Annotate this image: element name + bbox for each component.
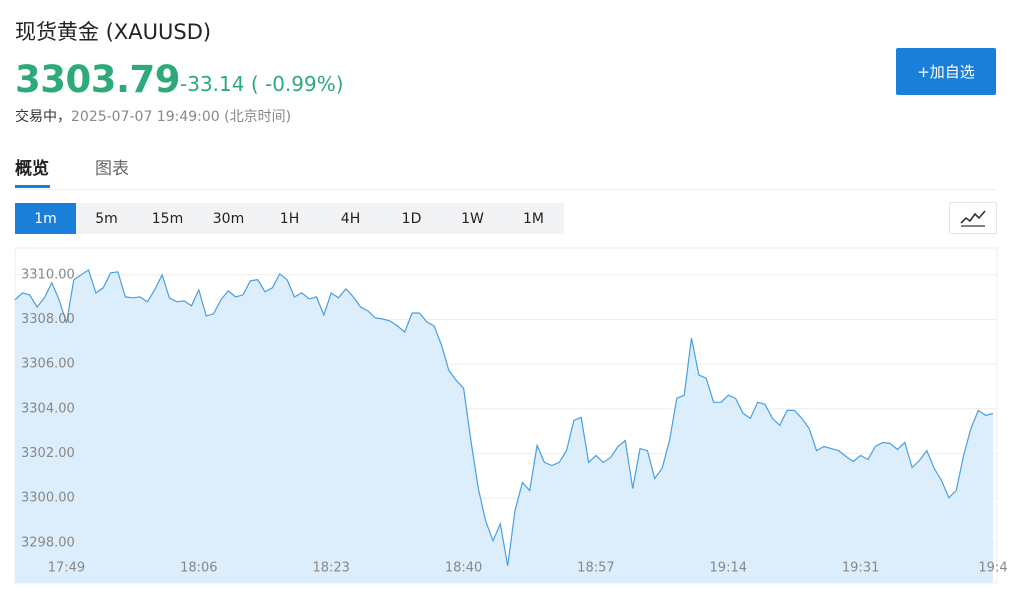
x-tick-label: 19:14 <box>710 561 747 576</box>
tab[interactable]: 图表 <box>95 159 129 179</box>
range-button[interactable]: 30m <box>212 210 245 227</box>
active-tab-indicator <box>15 185 50 188</box>
price: 3303.79 <box>15 58 181 101</box>
chart-type-button[interactable] <box>949 202 997 234</box>
add-watchlist-button[interactable]: +加自选 <box>896 48 996 95</box>
x-tick-label: 17:49 <box>48 561 85 576</box>
y-tick-label: 3310.00 <box>21 267 75 282</box>
range-button[interactable]: 1D <box>401 210 422 227</box>
range-button[interactable]: 1m <box>15 203 76 234</box>
price-change: -33.14 ( -0.99%) <box>180 72 344 96</box>
range-button[interactable]: 1H <box>279 210 300 227</box>
y-tick-label: 3304.00 <box>21 401 75 416</box>
range-button[interactable]: 1M <box>523 210 544 227</box>
divider <box>15 189 996 190</box>
tab[interactable]: 概览 <box>15 159 49 179</box>
area <box>15 269 993 583</box>
y-tick-label: 3306.00 <box>21 357 75 372</box>
trading-status: 交易中， <box>15 109 71 125</box>
y-tick-label: 3308.00 <box>21 312 75 327</box>
x-tick-label: 18:23 <box>312 561 349 576</box>
x-tick-label: 18:06 <box>180 561 217 576</box>
status-line: 交易中，2025-07-07 19:49:00 (北京时间) <box>15 106 291 126</box>
range-button[interactable]: 15m <box>151 210 184 227</box>
range-button[interactable]: 5m <box>95 210 118 227</box>
y-tick-label: 3300.00 <box>21 491 75 506</box>
x-tick-label: 18:40 <box>445 561 482 576</box>
x-tick-label: 18:57 <box>577 561 614 576</box>
x-tick-label: 19:4 <box>978 561 1007 576</box>
line-chart-icon <box>960 210 986 227</box>
timezone: (北京时间) <box>224 109 292 125</box>
range-selector: 1m 5m 15m 30m 1H 4H 1D 1W 1M <box>15 203 564 234</box>
y-tick-label: 3302.00 <box>21 446 75 461</box>
instrument-title: 现货黄金 (XAUUSD) <box>15 20 212 44</box>
price-line <box>14 268 994 566</box>
range-button[interactable]: 4H <box>340 210 361 227</box>
y-tick-label: 3298.00 <box>21 535 75 550</box>
x-tick-label: 19:31 <box>842 561 879 576</box>
timestamp: 2025-07-07 19:49:00 <box>71 109 220 125</box>
range-button[interactable]: 1W <box>461 210 484 227</box>
